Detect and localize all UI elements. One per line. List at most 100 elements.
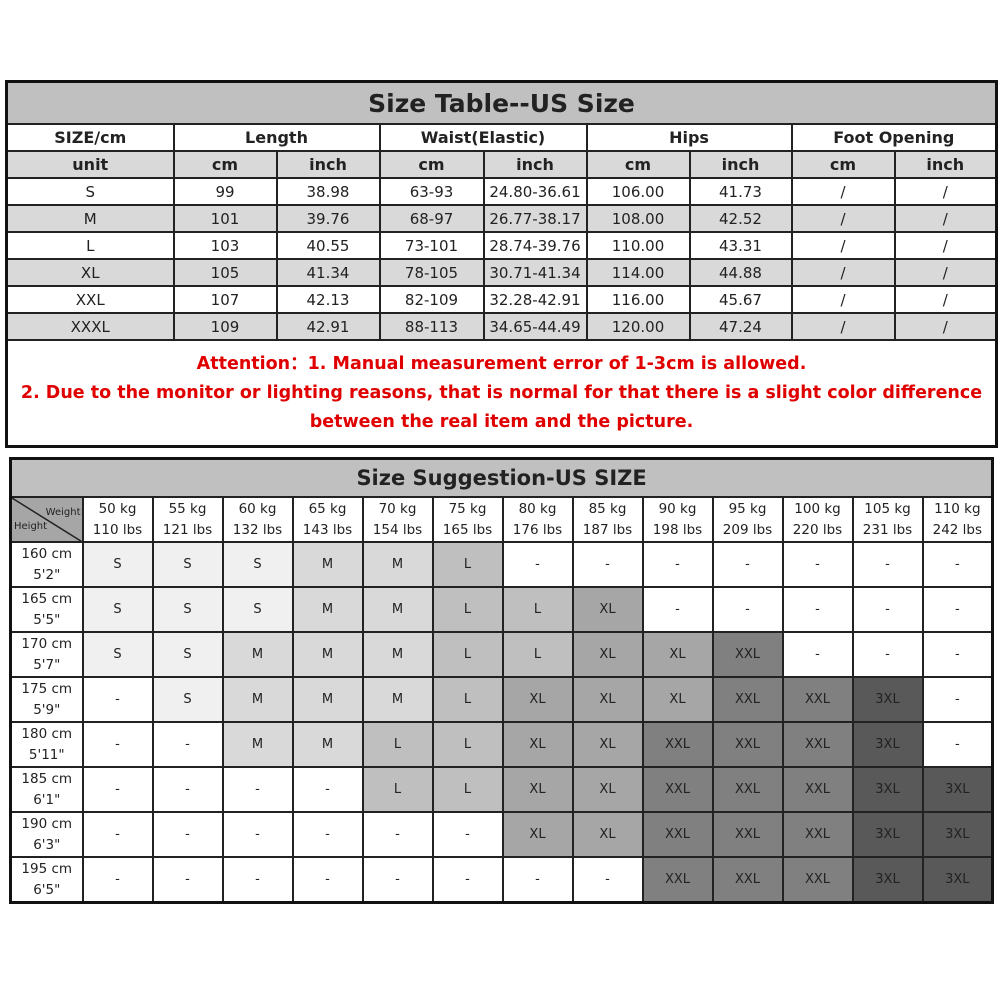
size-label: XXL: [5, 285, 175, 314]
table-cell: 120.00: [585, 312, 691, 341]
table-cell: 82-109: [378, 285, 485, 314]
suggested-size-cell: L: [431, 721, 504, 768]
suggested-size-cell: -: [571, 856, 644, 904]
suggested-size-cell: -: [291, 811, 364, 858]
table-cell: /: [790, 204, 896, 233]
weight-kg: 60 kg: [238, 500, 277, 517]
table-cell: /: [790, 285, 896, 314]
table-cell: 101: [172, 204, 278, 233]
height-ft: 5'7": [33, 656, 61, 673]
table-row: XXL 107 42.13 82-109 32.28-42.91 116.00 45.67/…: [5, 285, 998, 314]
weight-lbs: 187 lbs: [582, 521, 633, 538]
unit-header: cm: [790, 150, 896, 179]
weight-header: 50 kg 110 lbs: [81, 496, 154, 543]
suggested-size-cell: XXL: [781, 811, 854, 858]
height-cm: 180 cm: [21, 725, 73, 742]
suggested-size-cell: XL: [501, 721, 574, 768]
suggested-size-cell: M: [291, 721, 364, 768]
height-header: 170 cm 5'7": [9, 631, 84, 678]
suggested-size-cell: XXL: [641, 766, 714, 813]
suggested-size-cell: -: [221, 856, 294, 904]
weight-lbs: 121 lbs: [162, 521, 213, 538]
suggested-size-cell: -: [501, 856, 574, 904]
suggested-size-cell: XXL: [711, 766, 784, 813]
table-cell: 43.31: [688, 231, 793, 260]
table-row: M 101 39.76 68-97 26.77-38.17 108.00 42.52//: [5, 204, 998, 233]
suggested-size-cell: -: [921, 586, 994, 633]
group-header-row: SIZE/cm Length Waist(Elastic) Hips Foot Open…: [5, 123, 998, 152]
suggested-size-cell: -: [151, 856, 224, 904]
notice-line: Attention：1. Manual measurement error of…: [196, 353, 807, 374]
suggested-size-cell: XXL: [711, 721, 784, 768]
suggested-size-cell: -: [921, 721, 994, 768]
suggested-size-cell: -: [81, 856, 154, 904]
size-label: M: [5, 204, 175, 233]
height-ft: 5'5": [33, 611, 61, 628]
weight-kg: 110 kg: [934, 500, 981, 517]
table-cell: 44.88: [688, 258, 793, 287]
weight-lbs: 143 lbs: [302, 521, 353, 538]
weight-header-row: Weight Height 50 kg 110 lbs 55 kg 121 lbs 60 k…: [9, 496, 994, 543]
suggested-size-cell: M: [361, 631, 434, 678]
height-ft: 5'9": [33, 701, 61, 718]
suggested-size-cell: -: [81, 721, 154, 768]
suggested-size-cell: XL: [501, 811, 574, 858]
table-cell: 34.65-44.49: [482, 312, 588, 341]
suggested-size-cell: -: [921, 631, 994, 678]
size-label: S: [5, 177, 175, 206]
suggested-size-cell: -: [851, 631, 924, 678]
suggested-size-cell: S: [151, 586, 224, 633]
size-label: XXXL: [5, 312, 175, 341]
height-cm: 170 cm: [21, 635, 73, 652]
table-cell: /: [893, 258, 998, 287]
suggested-size-cell: XXL: [711, 856, 784, 904]
table-cell: 41.73: [688, 177, 793, 206]
table-cell: 114.00: [585, 258, 691, 287]
size-label: L: [5, 231, 175, 260]
height-cm: 185 cm: [21, 770, 73, 787]
table-cell: 41.34: [275, 258, 381, 287]
table-title: Size Suggestion-US SIZE: [9, 457, 994, 498]
suggested-size-cell: L: [361, 721, 434, 768]
suggested-size-cell: -: [851, 586, 924, 633]
height-ft: 6'1": [33, 791, 61, 808]
height-ft: 6'3": [33, 836, 61, 853]
height-cm: 190 cm: [21, 815, 73, 832]
height-label: Height: [14, 521, 48, 532]
weight-lbs: 110 lbs: [92, 521, 143, 538]
weight-label: Weight: [45, 507, 81, 518]
suggested-size-cell: -: [81, 811, 154, 858]
table-row: L 103 40.55 73-101 28.74-39.76 110.00 43.31//: [5, 231, 998, 260]
table-row: S 99 38.98 63-93 24.80-36.61 106.00 41.73//: [5, 177, 998, 206]
suggested-size-cell: L: [431, 676, 504, 723]
weight-header: 105 kg 231 lbs: [851, 496, 924, 543]
suggested-size-cell: -: [221, 766, 294, 813]
weight-header: 60 kg 132 lbs: [221, 496, 294, 543]
suggested-size-cell: -: [641, 541, 714, 588]
suggested-size-cell: XXL: [711, 631, 784, 678]
diagonal-divider: [12, 499, 81, 540]
table-cell: 106.00: [585, 177, 691, 206]
column-group-header: Length: [172, 123, 381, 152]
suggested-size-cell: L: [361, 766, 434, 813]
table-title: Size Table--US Size: [5, 80, 998, 125]
height-header: 190 cm 6'3": [9, 811, 84, 858]
notice-row: Attention：1. Manual measurement error of…: [5, 339, 998, 448]
suggested-size-cell: XL: [571, 811, 644, 858]
table-cell: 30.71-41.34: [482, 258, 588, 287]
weight-header: 100 kg 220 lbs: [781, 496, 854, 543]
table-row: XL 105 41.34 78-105 30.71-41.34 114.00 44.88//: [5, 258, 998, 287]
suggested-size-cell: XXL: [711, 811, 784, 858]
unit-header: unit: [5, 150, 175, 179]
title-row: Size Suggestion-US SIZE: [9, 457, 994, 498]
suggested-size-cell: L: [431, 766, 504, 813]
unit-header: inch: [893, 150, 998, 179]
suggested-size-cell: -: [361, 811, 434, 858]
weight-lbs: 209 lbs: [722, 521, 773, 538]
height-row: 195 cm 6'5" - - - - - - - - XXL XXL XXL 3XL 3XL: [9, 856, 994, 904]
suggested-size-cell: -: [501, 541, 574, 588]
height-header: 180 cm 5'11": [9, 721, 84, 768]
column-group-header: Waist(Elastic): [378, 123, 588, 152]
size-table: Size Table--US Size SIZE/cm Length Waist(El…: [5, 80, 999, 448]
size-label: XL: [5, 258, 175, 287]
